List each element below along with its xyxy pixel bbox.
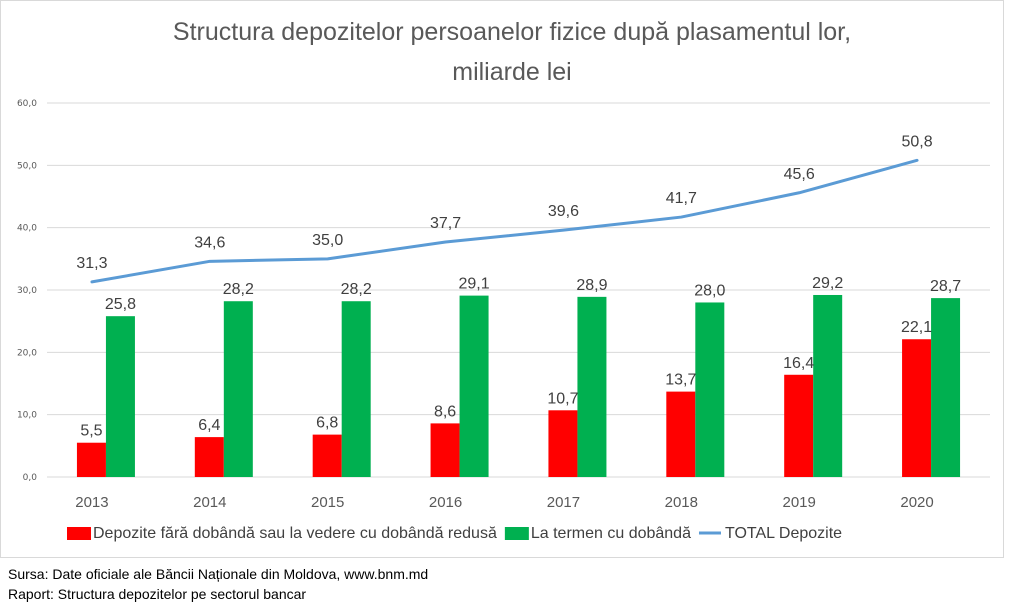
bar-term-interest: [223, 301, 253, 477]
total-deposits-line: [90, 158, 919, 284]
y-tick-label: 30,0: [17, 286, 37, 296]
source-text: Sursa: Date oficiale ale Băncii Național…: [8, 566, 429, 582]
bar-no-interest: [666, 391, 696, 477]
gridlines: [47, 102, 990, 478]
x-tick-label: 2019: [783, 494, 816, 511]
legend: Depozite fără dobândă sau la vedere cu d…: [67, 525, 842, 542]
legend-swatch: [67, 527, 91, 540]
data-label: 6,4: [198, 417, 220, 434]
bar-no-interest: [194, 437, 224, 477]
y-tick-label: 50,0: [17, 161, 37, 171]
total-label: 50,8: [901, 133, 932, 150]
y-tick-label: 40,0: [17, 224, 37, 234]
x-tick-label: 2017: [547, 494, 580, 511]
data-label: 5,5: [80, 423, 102, 440]
bar-term-interest: [931, 298, 961, 477]
bar-no-interest: [76, 442, 106, 477]
y-axis-ticks: 0,0 10,0 20,0 30,0 40,0 50,0 60,0: [17, 99, 37, 483]
x-tick-label: 2013: [75, 494, 108, 511]
legend-label: Depozite fără dobândă sau la vedere cu d…: [93, 525, 497, 542]
total-label: 39,6: [548, 203, 579, 220]
data-label: 28,2: [223, 281, 254, 298]
y-tick-label: 10,0: [17, 411, 37, 421]
legend-label: TOTAL Depozite: [725, 525, 842, 542]
bar-no-interest: [902, 339, 932, 477]
y-tick-label: 20,0: [17, 348, 37, 358]
x-tick-label: 2014: [193, 494, 226, 511]
bar-no-interest: [430, 423, 460, 477]
bar-term-interest: [341, 301, 371, 477]
bar-term-interest: [105, 316, 135, 477]
bar-no-interest: [548, 410, 578, 477]
data-label: 28,9: [576, 277, 607, 294]
data-label: 10,7: [547, 390, 578, 407]
chart-title: Structura depozitelor persoanelor fizice…: [173, 18, 851, 46]
data-label: 13,7: [665, 372, 696, 389]
data-label: 16,4: [783, 355, 814, 372]
x-tick-label: 2016: [429, 494, 462, 511]
data-labels: 5,5 25,8 6,4 28,2 6,8 28,2 8,6 29,1 10,7 28,9 13,7…: [76, 133, 961, 439]
data-label: 25,8: [105, 296, 136, 313]
total-label: 31,3: [76, 255, 107, 272]
legend-swatch: [504, 527, 529, 540]
x-axis-ticks: 2013 2014 2015 2016 2017 2018 2019 2020: [75, 494, 934, 511]
data-label: 28,0: [694, 282, 725, 299]
data-label: 29,2: [812, 275, 843, 292]
data-label: 29,1: [458, 276, 489, 293]
y-tick-label: 60,0: [17, 99, 37, 109]
legend-label: La termen cu dobândă: [531, 525, 691, 542]
chart-title-line2: miliarde lei: [452, 58, 571, 86]
total-label: 37,7: [430, 215, 461, 232]
report-text: Raport: Structura depozitelor pe sectoru…: [8, 586, 307, 602]
x-tick-label: 2020: [900, 494, 933, 511]
bar-no-interest: [312, 434, 342, 477]
total-label: 35,0: [312, 232, 343, 249]
bar-term-interest: [695, 302, 725, 477]
total-line: [90, 158, 919, 284]
bars: [76, 294, 961, 477]
source-notes: Sursa: Date oficiale ale Băncii Național…: [8, 564, 428, 604]
total-label: 41,7: [666, 190, 697, 207]
x-tick-label: 2015: [311, 494, 344, 511]
total-label: 45,6: [784, 166, 815, 183]
chart-svg: Structura depozitelor persoanelor fizice…: [17, 18, 990, 542]
y-tick-label: 0,0: [23, 473, 38, 483]
total-label: 34,6: [194, 234, 225, 251]
bar-no-interest: [784, 374, 814, 477]
data-label: 8,6: [434, 403, 456, 420]
bar-term-interest: [813, 294, 843, 477]
data-label: 28,2: [341, 281, 372, 298]
bar-term-interest: [577, 296, 607, 477]
data-label: 6,8: [316, 415, 338, 432]
data-label: 28,7: [930, 278, 961, 295]
x-tick-label: 2018: [665, 494, 698, 511]
bar-term-interest: [459, 295, 489, 477]
data-label: 22,1: [901, 319, 932, 336]
